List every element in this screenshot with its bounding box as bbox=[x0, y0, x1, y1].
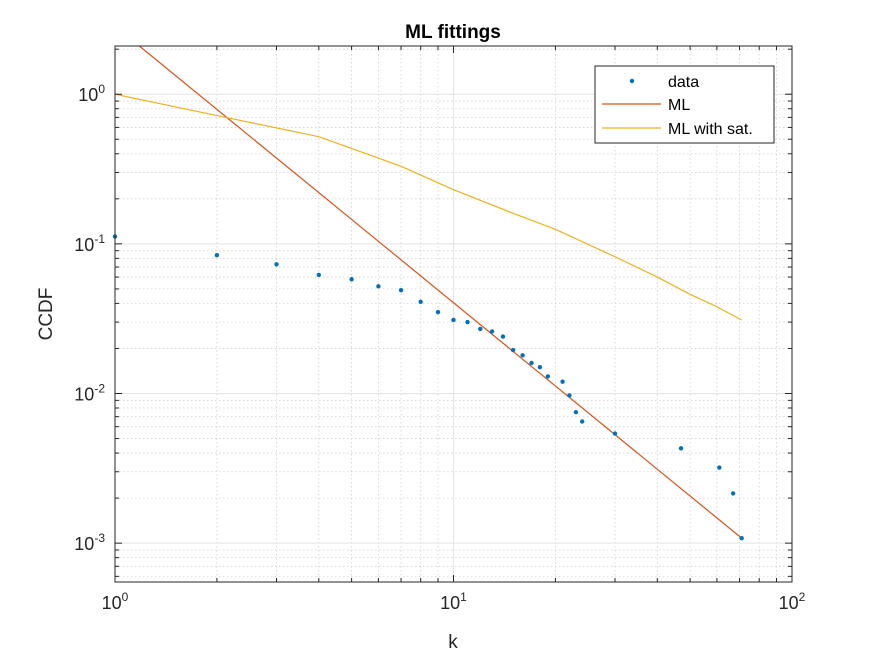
y-tick-label: 10-2 bbox=[74, 382, 105, 405]
data-point bbox=[316, 272, 321, 278]
data-point bbox=[435, 309, 441, 315]
series-line-ml bbox=[138, 46, 743, 539]
data-point bbox=[274, 262, 279, 267]
legend-marker-data bbox=[629, 78, 635, 84]
axis-ticks bbox=[114, 46, 793, 582]
data-point bbox=[489, 329, 495, 334]
series-line-ml-with-sat bbox=[115, 93, 742, 321]
data-point bbox=[573, 410, 579, 415]
data-point bbox=[398, 288, 404, 293]
data-point bbox=[510, 347, 516, 353]
x-tick-label: 100 bbox=[102, 590, 129, 613]
y-axis-label: CCDF bbox=[36, 288, 57, 341]
data-point bbox=[580, 419, 585, 424]
y-tick-label: 100 bbox=[78, 82, 105, 105]
data-point bbox=[537, 364, 543, 370]
data-point bbox=[465, 319, 470, 325]
data-point bbox=[545, 374, 551, 379]
data-point bbox=[678, 446, 684, 451]
x-tick-label: 101 bbox=[440, 590, 467, 613]
data-point bbox=[214, 252, 220, 258]
data-point bbox=[520, 353, 525, 358]
data-point bbox=[349, 277, 354, 282]
legend-label-data: data bbox=[668, 74, 699, 91]
data-point bbox=[529, 360, 534, 366]
chart-title: ML fittings bbox=[405, 22, 501, 43]
x-axis-label: k bbox=[448, 632, 458, 653]
data-point bbox=[500, 334, 506, 339]
chart-title-text: ML fittings bbox=[405, 22, 501, 43]
data-point bbox=[560, 379, 565, 384]
data-point bbox=[730, 491, 736, 496]
x-tick-label: 102 bbox=[779, 590, 806, 613]
y-tick-labels: 10-3 10-2 10-1 100 bbox=[74, 82, 105, 554]
y-tick-label: 10-1 bbox=[74, 232, 105, 255]
legend-label-ml-with-sat: ML with sat. bbox=[668, 121, 753, 138]
data-point bbox=[418, 299, 423, 305]
data-point bbox=[478, 326, 483, 332]
legend-items: data ML ML with sat. bbox=[602, 74, 753, 138]
data-point bbox=[739, 535, 744, 541]
data-point bbox=[717, 465, 722, 470]
data-point bbox=[612, 431, 618, 436]
legend: data ML ML with sat. bbox=[594, 65, 775, 144]
data-point bbox=[451, 317, 456, 323]
series-clip-group bbox=[115, 46, 743, 539]
y-tick-label: 10-3 bbox=[74, 531, 105, 554]
data-point bbox=[567, 393, 572, 398]
legend-label-ml: ML bbox=[668, 97, 690, 114]
series-layer bbox=[112, 46, 744, 541]
data-point bbox=[376, 284, 381, 289]
x-tick-labels: 100 101 102 bbox=[102, 590, 806, 613]
